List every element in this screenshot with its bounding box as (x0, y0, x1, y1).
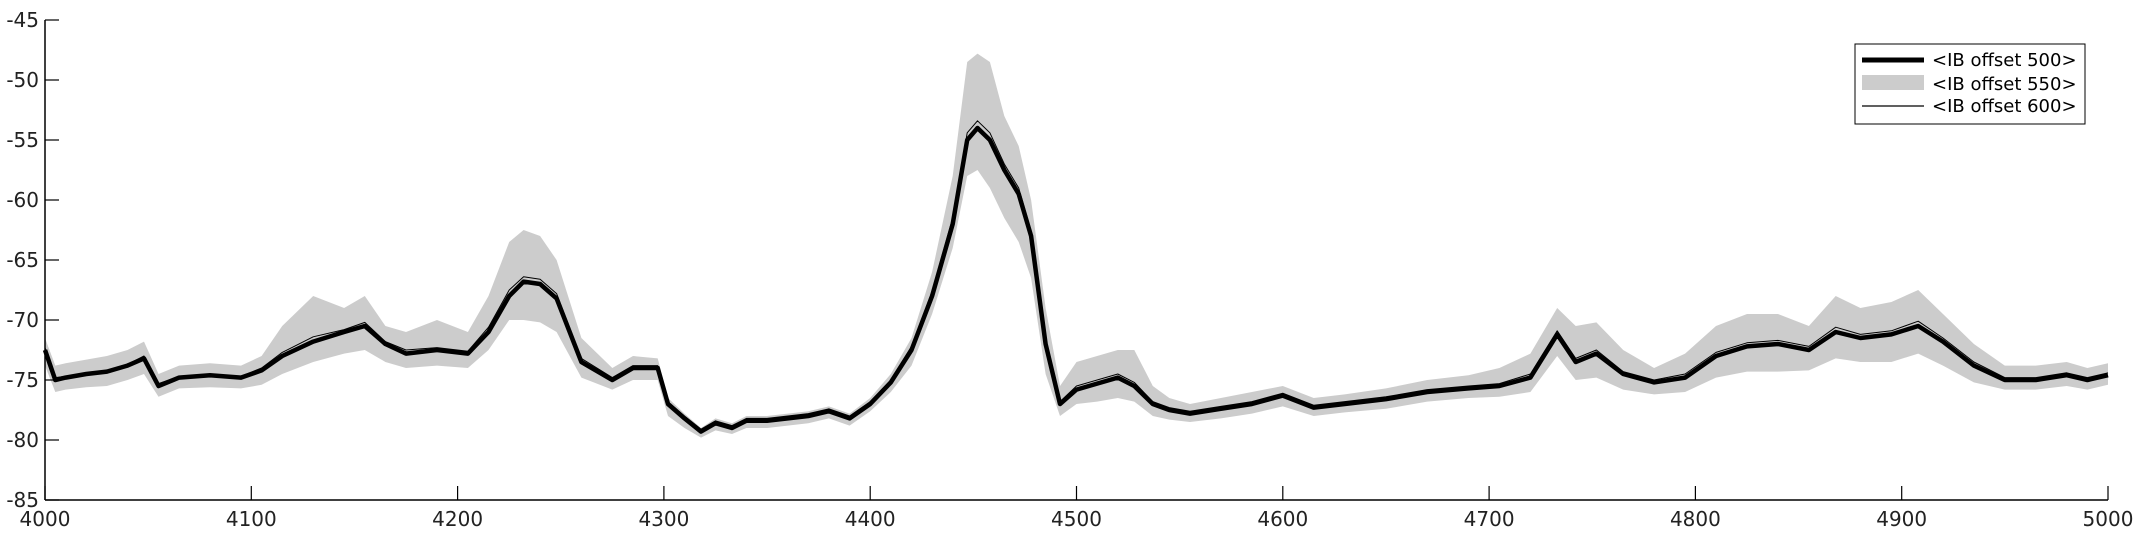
x-tick-label: 4400 (845, 507, 896, 531)
y-ticks: -45 -50 -55 -60 -65 -70 -75 -80 -85 (6, 8, 59, 512)
x-tick-label: 4500 (1051, 507, 1102, 531)
y-tick-label: -45 (6, 8, 39, 32)
x-tick-label: 4800 (1670, 507, 1721, 531)
series-band-ib-offset-550 (45, 53, 2108, 438)
legend-label-ib-offset-550: <IB offset 550> (1932, 74, 2077, 95)
x-tick-label: 4000 (20, 507, 71, 531)
y-tick-label: -75 (6, 368, 39, 392)
series-line-layer (42, 120, 2109, 434)
legend-swatch-ib-offset-550 (1862, 75, 1924, 90)
x-tick-label: 4300 (638, 507, 689, 531)
series-line-ib-offset-600 (44, 120, 2109, 430)
x-tick-label: 4900 (1876, 507, 1927, 531)
x-tick-label: 4600 (1257, 507, 1308, 531)
y-tick-label: -60 (6, 188, 39, 212)
y-tick-label: -65 (6, 248, 39, 272)
x-ticks: 4000 4100 4200 4300 4400 4500 4600 4700 4800 4900… (20, 486, 2133, 531)
x-tick-label: 4100 (226, 507, 277, 531)
y-tick-label: -55 (6, 128, 39, 152)
y-tick-label: -85 (6, 488, 39, 512)
x-tick-label: 5000 (2083, 507, 2133, 531)
legend-label-ib-offset-600: <IB offset 600> (1932, 96, 2077, 117)
x-tick-label: 4700 (1464, 507, 1515, 531)
axes (44, 20, 2108, 501)
legend-label-ib-offset-500: <IB offset 500> (1932, 50, 2077, 71)
series-line-ib-offset-500 (42, 125, 2109, 434)
legend: <IB offset 500> <IB offset 550> <IB offs… (1854, 43, 2086, 125)
x-tick-label: 4200 (432, 507, 483, 531)
y-tick-label: -80 (6, 428, 39, 452)
y-tick-label: -70 (6, 308, 39, 332)
y-tick-label: -50 (6, 68, 39, 92)
series-band-layer (45, 53, 2108, 438)
